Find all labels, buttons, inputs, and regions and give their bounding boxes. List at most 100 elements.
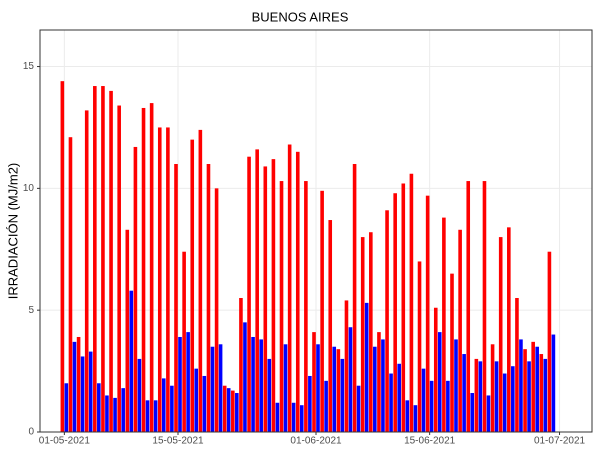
bar bbox=[247, 156, 251, 432]
bar bbox=[535, 346, 539, 432]
bar bbox=[93, 86, 97, 432]
bar bbox=[235, 393, 239, 432]
bar bbox=[486, 395, 491, 432]
bar bbox=[267, 358, 272, 432]
bar bbox=[101, 86, 105, 432]
bar bbox=[255, 149, 259, 432]
bar bbox=[117, 105, 121, 432]
bar bbox=[478, 361, 483, 432]
bar bbox=[88, 351, 93, 432]
bar bbox=[186, 332, 190, 432]
panel-border bbox=[39, 29, 593, 433]
bar bbox=[72, 341, 77, 432]
bar bbox=[206, 164, 211, 432]
bar bbox=[551, 334, 556, 432]
bar bbox=[182, 251, 186, 432]
bar bbox=[141, 107, 146, 433]
bar bbox=[474, 358, 479, 432]
bar bbox=[397, 363, 401, 432]
bar bbox=[373, 346, 377, 432]
bar bbox=[364, 302, 369, 432]
bar bbox=[194, 368, 199, 432]
bar bbox=[429, 380, 434, 432]
bar bbox=[385, 210, 389, 432]
bar bbox=[389, 373, 393, 432]
bar bbox=[336, 349, 341, 432]
bar bbox=[283, 344, 288, 432]
x-tick-label: 01-07-2021 bbox=[534, 436, 586, 445]
bar bbox=[129, 290, 134, 432]
bar bbox=[381, 339, 385, 432]
bar bbox=[458, 229, 462, 432]
bar bbox=[145, 400, 150, 432]
bar bbox=[218, 344, 223, 432]
bar bbox=[231, 390, 235, 432]
y-tick-label: 0 bbox=[28, 427, 34, 438]
bar bbox=[344, 300, 349, 432]
bar bbox=[166, 127, 170, 433]
y-tick-label: 10 bbox=[23, 183, 35, 194]
bar bbox=[190, 139, 195, 433]
bar bbox=[539, 354, 544, 432]
x-tick-label: 15-06-2021 bbox=[404, 436, 456, 445]
bar bbox=[324, 380, 328, 432]
bar bbox=[198, 129, 203, 432]
bar bbox=[133, 146, 138, 433]
bar bbox=[239, 298, 243, 432]
bar bbox=[511, 366, 515, 432]
bar bbox=[109, 90, 113, 432]
chart-title: BUENOS AIRES bbox=[252, 9, 349, 24]
bar bbox=[121, 388, 125, 432]
bar bbox=[105, 395, 109, 432]
bar bbox=[299, 405, 304, 432]
bar bbox=[340, 358, 345, 432]
x-tick-label: 01-06-2021 bbox=[290, 436, 342, 445]
bar bbox=[170, 385, 174, 432]
bar bbox=[369, 232, 373, 432]
bar bbox=[68, 137, 73, 432]
bar bbox=[60, 81, 65, 432]
bar bbox=[97, 383, 101, 432]
bar bbox=[494, 361, 499, 432]
bar bbox=[178, 336, 182, 432]
bar bbox=[502, 373, 507, 432]
bar bbox=[291, 402, 296, 432]
bar bbox=[523, 349, 527, 432]
bar bbox=[450, 273, 454, 432]
bar bbox=[498, 237, 503, 432]
bar bbox=[137, 358, 142, 432]
bar bbox=[462, 354, 466, 432]
bar bbox=[259, 339, 263, 432]
bar bbox=[149, 103, 154, 432]
bar bbox=[308, 375, 312, 432]
bar bbox=[543, 358, 548, 432]
bar bbox=[125, 229, 130, 432]
bar bbox=[531, 341, 535, 432]
bar bbox=[304, 181, 308, 432]
bar bbox=[482, 181, 487, 432]
bar bbox=[442, 217, 446, 432]
bar bbox=[332, 346, 337, 432]
bar bbox=[161, 378, 166, 432]
bar bbox=[287, 144, 292, 432]
bar bbox=[417, 261, 422, 432]
bar bbox=[515, 298, 519, 432]
bar bbox=[356, 385, 361, 432]
x-tick-label: 01-05-2021 bbox=[39, 436, 91, 445]
bar bbox=[251, 336, 255, 432]
bar bbox=[437, 332, 442, 432]
bar bbox=[226, 388, 231, 432]
bar bbox=[527, 361, 531, 432]
bar bbox=[153, 400, 158, 432]
bar bbox=[425, 195, 430, 432]
bar bbox=[328, 220, 333, 432]
bar bbox=[157, 127, 162, 433]
bar bbox=[312, 332, 316, 432]
bar bbox=[214, 188, 219, 432]
bar bbox=[271, 159, 276, 433]
bar bbox=[202, 375, 207, 432]
bar bbox=[466, 181, 471, 432]
bar bbox=[279, 181, 284, 432]
bar bbox=[519, 339, 523, 432]
bar bbox=[401, 183, 406, 432]
